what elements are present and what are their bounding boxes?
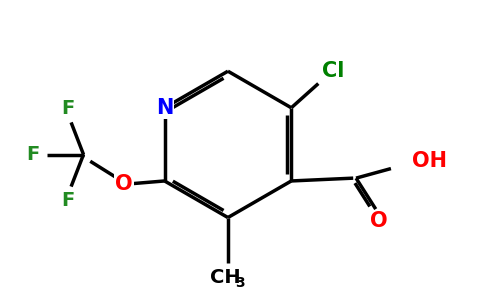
- Text: 3: 3: [236, 276, 245, 290]
- Text: F: F: [61, 99, 75, 118]
- Text: O: O: [115, 174, 133, 194]
- Text: F: F: [61, 191, 75, 210]
- Text: Cl: Cl: [322, 61, 345, 81]
- Text: F: F: [26, 145, 40, 164]
- Text: N: N: [156, 98, 173, 118]
- Text: O: O: [370, 212, 388, 232]
- Text: CH: CH: [210, 268, 241, 287]
- Text: OH: OH: [412, 151, 447, 171]
